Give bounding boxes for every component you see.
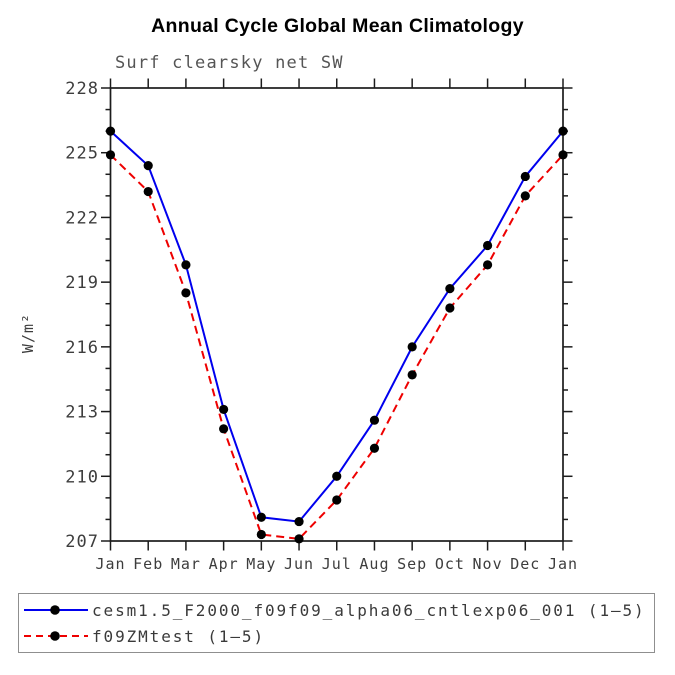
chart-title: Annual Cycle Global Mean Climatology — [151, 15, 524, 37]
legend-marker-0 — [50, 605, 60, 615]
marker-series-0 — [332, 471, 342, 481]
marker-series-1 — [407, 370, 417, 380]
marker-series-1 — [445, 303, 455, 313]
marker-series-1 — [369, 443, 380, 453]
marker-series-1 — [520, 191, 530, 201]
marker-series-0 — [256, 512, 266, 522]
legend-item-cesm: cesm1.5_F2000_f09f09_alpha06_cntlexp06_0… — [22, 597, 654, 623]
marker-series-0 — [294, 516, 304, 527]
y-tick-label: 219 — [65, 273, 99, 293]
marker-series-0 — [558, 126, 568, 136]
y-tick-label: 207 — [65, 532, 99, 552]
legend-label-0: cesm1.5_F2000_f09f09_alpha06_cntlexp06_0… — [92, 600, 646, 620]
marker-series-1 — [219, 424, 229, 434]
series-line-1 — [109, 154, 564, 540]
marker-series-1 — [332, 495, 342, 505]
marker-series-1 — [294, 534, 304, 544]
y-tick-label: 228 — [65, 79, 99, 99]
marker-series-0 — [445, 284, 455, 294]
marker-series-0 — [105, 126, 116, 136]
marker-series-0 — [181, 260, 191, 270]
marker-series-0 — [482, 240, 493, 251]
x-tick-label: Apr — [209, 555, 239, 573]
x-tick-label: Nov — [473, 555, 503, 573]
legend-sample-line-0 — [24, 605, 88, 615]
marker-series-0 — [520, 171, 530, 182]
chart-subtitle: Surf clearsky net SW — [115, 53, 344, 73]
marker-series-1 — [105, 150, 116, 160]
x-tick-label: Feb — [133, 555, 163, 573]
marker-series-0 — [407, 342, 417, 352]
x-tick-label: Jan — [95, 555, 125, 573]
x-tick-label: May — [246, 555, 276, 573]
legend-marker-1 — [50, 631, 60, 641]
marker-series-0 — [143, 161, 153, 171]
y-tick-label: 216 — [65, 338, 99, 358]
plot-border — [109, 87, 564, 542]
legend-sample-line-1 — [24, 631, 88, 641]
x-tick-label: Sep — [397, 555, 427, 573]
x-tick-label: Jul — [322, 555, 352, 573]
legend: cesm1.5_F2000_f09f09_alpha06_cntlexp06_0… — [18, 593, 655, 653]
x-tick-label: Aug — [359, 555, 389, 573]
x-tick-label: Jun — [284, 555, 314, 573]
legend-item-f09zmtest: f09ZMtest (1–5) — [22, 623, 654, 649]
x-tick-label: Jan — [548, 555, 578, 573]
y-tick-label: 210 — [65, 467, 99, 487]
y-tick-label: 225 — [65, 144, 99, 164]
y-axis-title: W/m² — [19, 313, 37, 353]
legend-label-1: f09ZMtest (1–5) — [92, 626, 265, 646]
marker-series-0 — [369, 415, 380, 425]
marker-series-1 — [482, 260, 493, 270]
x-tick-label: Dec — [510, 555, 540, 573]
marker-series-0 — [219, 404, 229, 415]
marker-series-1 — [256, 529, 266, 540]
y-tick-label: 222 — [65, 208, 99, 228]
x-tick-label: Mar — [171, 555, 201, 573]
marker-series-1 — [143, 186, 153, 197]
x-tick-label: Oct — [435, 555, 465, 573]
marker-series-1 — [181, 288, 191, 298]
series-line-0 — [109, 130, 564, 523]
y-tick-label: 213 — [65, 403, 99, 423]
marker-series-1 — [558, 150, 568, 160]
